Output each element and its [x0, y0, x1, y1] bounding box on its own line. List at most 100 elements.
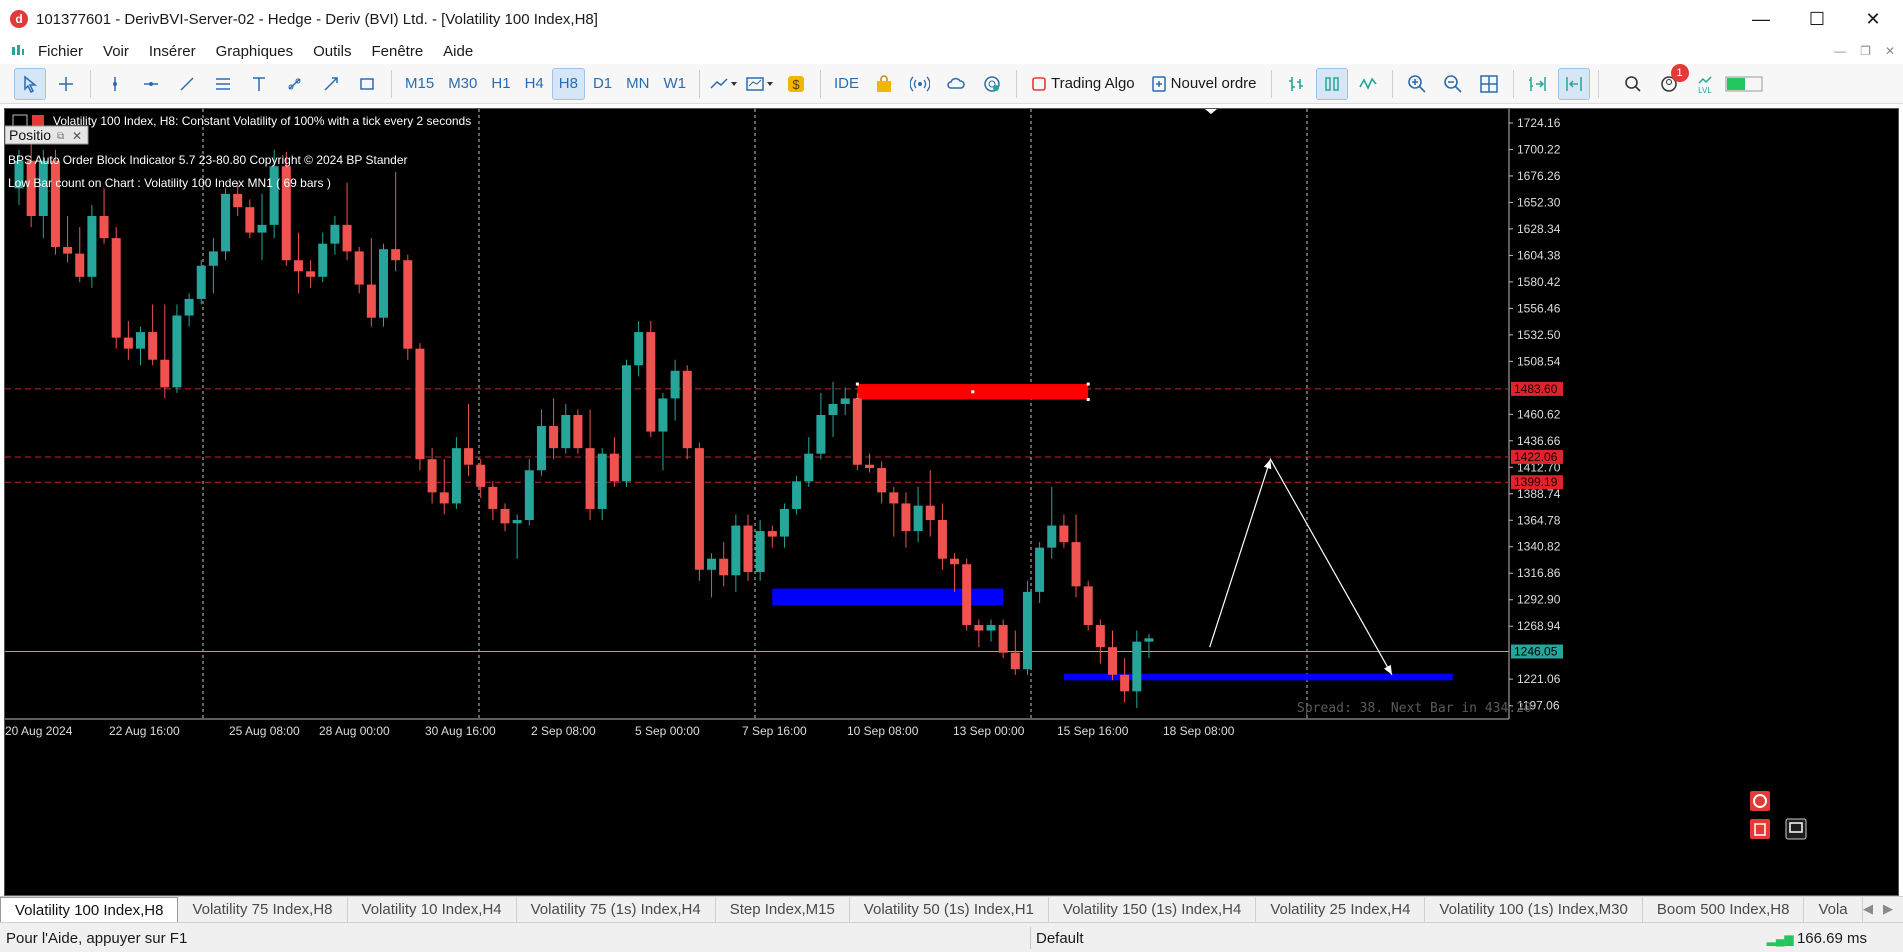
channel-tool-button[interactable] [207, 68, 239, 100]
menu-graphiques[interactable]: Graphiques [215, 42, 294, 60]
menu-outils[interactable]: Outils [313, 42, 352, 60]
vps-button[interactable] [940, 68, 972, 100]
price-tick-label: 1628.34 [1517, 222, 1561, 236]
bearish-candle [306, 271, 316, 277]
demand-zone[interactable] [772, 588, 1004, 606]
timeframe-h8[interactable]: H8 [551, 67, 585, 100]
chart-tab-volatility-100-h8[interactable]: Volatility 100 Index,H8 [0, 897, 179, 922]
menu-aide[interactable]: Aide [443, 42, 474, 60]
target-icon[interactable] [1750, 791, 1770, 811]
search-button[interactable] [1617, 68, 1649, 100]
menu-fichier[interactable]: Fichier [38, 42, 84, 60]
cursor-tool-button[interactable] [14, 67, 46, 100]
timeframe-m30[interactable]: M30 [448, 75, 478, 92]
chart-tab-volatility-100-1s-m30[interactable]: Volatility 100 (1s) Index,M30 [1425, 897, 1643, 922]
chart-indicator-icon[interactable] [32, 115, 44, 127]
timeframe-h4[interactable]: H4 [524, 75, 544, 92]
fibo-tool-button[interactable] [279, 68, 311, 100]
timeframe-d1[interactable]: D1 [592, 75, 613, 92]
chart-shift-button[interactable] [1557, 67, 1590, 100]
tile-windows-button[interactable] [1473, 68, 1505, 100]
rectangle-icon [360, 77, 374, 90]
signals-button[interactable] [904, 68, 936, 100]
title-bar: d 101377601 - DerivBVI-Server-02 - Hedge… [0, 0, 1903, 38]
chart-tab-step-index-m15[interactable]: Step Index,M15 [716, 897, 850, 922]
price-tick-label: 1292.90 [1517, 593, 1561, 607]
projection-arrow-path[interactable] [1209, 457, 1393, 676]
autoscroll-button[interactable] [1522, 68, 1554, 100]
chart-tab-boom-500-h8[interactable]: Boom 500 Index,H8 [1643, 897, 1805, 922]
menu-inserer[interactable]: Insérer [148, 42, 196, 60]
trash-icon-body [1754, 823, 1766, 836]
candlestick-chart[interactable]: 1724.16 1700.22 1676.26 1652.30 1628.34 1604.… [5, 109, 1898, 895]
sync-button[interactable] [976, 68, 1008, 100]
zone-handle-dot[interactable] [855, 382, 859, 386]
timeframe-w1[interactable]: W1 [663, 75, 686, 92]
bearish-candle [585, 448, 595, 509]
lvl-button[interactable]: LVL [1689, 68, 1721, 100]
bearish-candle [403, 260, 413, 349]
timeframe-m15[interactable]: M15 [405, 75, 435, 92]
tabs-scroll-left-button[interactable]: ◀ [1863, 901, 1873, 916]
trendline-icon [180, 76, 194, 91]
menu-voir[interactable]: Voir [103, 42, 129, 60]
mdi-close-button[interactable]: ✕ [1884, 44, 1895, 58]
bearish-candle [439, 492, 449, 504]
timeframe-h1[interactable]: H1 [491, 75, 511, 92]
close-button[interactable]: ✕ [1865, 8, 1881, 29]
chart-window[interactable]: 1724.16 1700.22 1676.26 1652.30 1628.34 1604.… [4, 108, 1899, 896]
demand-zone[interactable] [1063, 673, 1453, 681]
horizontal-line-icon [144, 81, 158, 86]
zoom-out-button[interactable] [1437, 68, 1469, 100]
notifications-button[interactable]: 1 [1653, 63, 1689, 100]
positions-panel[interactable] [5, 125, 89, 145]
price-tag-box [1511, 381, 1563, 396]
menu-fenetre[interactable]: Fenêtre [371, 42, 424, 60]
chart-tab-volatility-10-h4[interactable]: Volatility 10 Index,H4 [348, 897, 517, 922]
time-axis-label: 7 Sep 16:00 [742, 724, 807, 738]
chart-tab-volatility-75-h8[interactable]: Volatility 75 Index,H8 [178, 897, 348, 922]
zoom-in-button[interactable] [1401, 68, 1433, 100]
candlestick-button[interactable] [1315, 67, 1348, 100]
text-tool-button[interactable] [243, 68, 275, 100]
vertical-line-tool-button[interactable] [99, 68, 131, 100]
crosshair-tool-button[interactable] [50, 68, 82, 100]
trash-icon[interactable] [1750, 819, 1770, 839]
bearish-candle [852, 398, 862, 465]
chart-tab-volatility-75-1s-h4[interactable]: Volatility 75 (1s) Index,H4 [517, 897, 716, 922]
toolbar-separator [1512, 69, 1514, 98]
zone-handle-dot[interactable] [1086, 398, 1090, 402]
chart-menu-icon[interactable] [12, 114, 28, 128]
indicators-button[interactable] [708, 68, 740, 100]
minimize-button[interactable]: — [1752, 8, 1770, 29]
terminal-icon[interactable] [1785, 818, 1807, 840]
timeframe-mn[interactable]: MN [626, 75, 650, 92]
chart-tab-volatility-50-1s-h1[interactable]: Volatility 50 (1s) Index,H1 [850, 897, 1049, 922]
chart-tab-volatility-25-h4[interactable]: Volatility 25 Index,H4 [1256, 897, 1426, 922]
chart-tab-volatility-150-1s-h4[interactable]: Volatility 150 (1s) Index,H4 [1049, 897, 1257, 922]
arrow-tool-button[interactable] [315, 68, 347, 100]
chart-tab-vola-truncated[interactable]: Vola [1804, 897, 1863, 922]
zone-handle-dot[interactable] [971, 390, 975, 394]
shapes-tool-button[interactable] [351, 68, 383, 100]
bar-chart-button[interactable] [1280, 68, 1312, 100]
line-chart-button[interactable] [1352, 68, 1384, 100]
zone-handle-dot[interactable] [1086, 382, 1090, 386]
horizontal-line-tool-button[interactable] [135, 68, 167, 100]
trading-algo-button[interactable]: Trading Algo [1025, 68, 1141, 100]
bullish-candle [208, 251, 218, 266]
shop-button[interactable] [868, 68, 900, 100]
maximize-button[interactable]: ☐ [1808, 8, 1826, 29]
new-order-button[interactable]: Nouvel ordre [1145, 68, 1263, 100]
mdi-minimize-button[interactable]: — [1834, 44, 1847, 58]
bullish-candle [379, 249, 388, 318]
ide-button[interactable]: IDE [833, 75, 859, 92]
account-bell-icon [1660, 75, 1677, 92]
market-button[interactable]: $ [780, 68, 812, 100]
mdi-restore-button[interactable]: ❐ [1860, 44, 1871, 58]
tabs-scroll-right-button[interactable]: ▶ [1883, 901, 1893, 916]
trendline-tool-button[interactable] [171, 68, 203, 100]
chart-shift-marker-icon[interactable] [1205, 109, 1217, 114]
notification-badge: 1 [1670, 63, 1689, 82]
templates-button[interactable] [744, 68, 776, 100]
